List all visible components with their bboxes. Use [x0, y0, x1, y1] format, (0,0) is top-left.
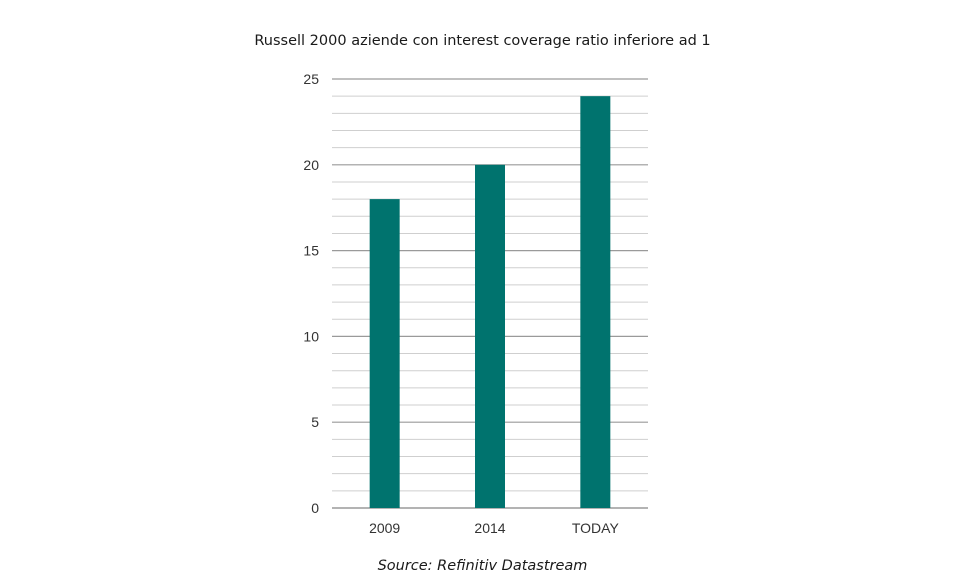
y-tick-label: 15 — [303, 243, 319, 259]
y-axis-tick-labels: 0 5 10 15 20 25 — [303, 71, 319, 516]
x-tick-label: 2009 — [369, 520, 400, 536]
x-tick-label: 2014 — [474, 520, 505, 536]
y-tick-label: 10 — [303, 328, 319, 344]
y-tick-label: 25 — [303, 71, 319, 87]
x-axis-tick-labels: 2009 2014 TODAY — [369, 520, 619, 536]
bar-today — [580, 96, 611, 508]
y-tick-label: 20 — [303, 157, 319, 173]
bar-2009 — [369, 199, 400, 508]
bar-2014 — [475, 164, 505, 509]
y-tick-label: 0 — [311, 500, 319, 516]
y-tick-label: 5 — [311, 414, 319, 430]
source-note: Source: Refinitiv Datastream — [377, 558, 588, 574]
chart-title: Russell 2000 aziende con interest covera… — [254, 33, 711, 49]
bars — [369, 96, 611, 509]
x-tick-label: TODAY — [572, 520, 620, 536]
